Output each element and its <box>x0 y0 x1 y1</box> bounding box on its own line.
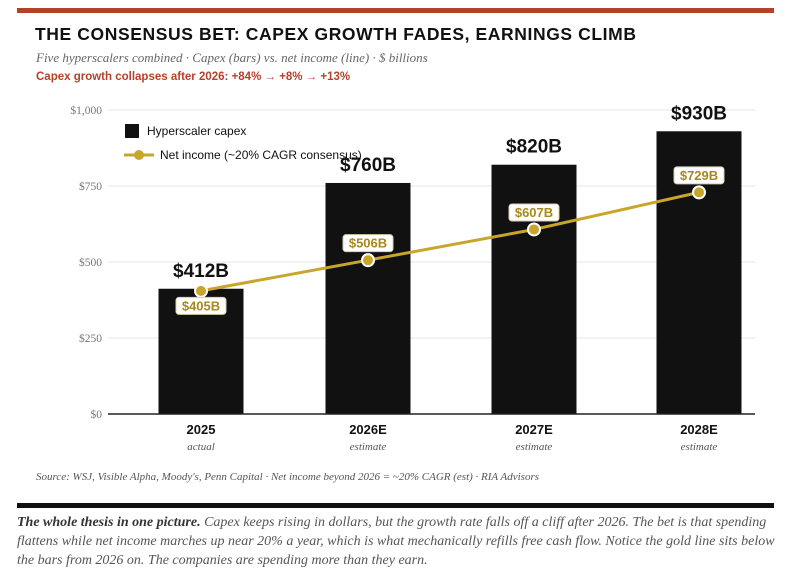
capex-value-label: $412B <box>173 261 229 282</box>
chart-title: THE CONSENSUS BET: CAPEX GROWTH FADES, E… <box>35 24 637 44</box>
y-tick-label: $750 <box>79 180 102 193</box>
net-income-label-box <box>508 203 560 222</box>
x-category-label: 2026E <box>349 422 387 437</box>
net-income-value-label: $729B <box>680 168 718 183</box>
capex-value-label: $820B <box>506 137 562 158</box>
legend-swatch-capex <box>125 124 139 138</box>
net-income-point <box>692 185 706 200</box>
y-tick-label: $250 <box>79 332 102 345</box>
card-bottom-rule <box>17 503 774 508</box>
x-category-label: 2027E <box>515 422 553 437</box>
chart-source: Source: WSJ, Visible Alpha, Moody's, Pen… <box>36 471 540 483</box>
x-category-label: 2025 <box>187 422 216 437</box>
legend-label-capex: Hyperscaler capex <box>147 124 246 138</box>
x-category-note: estimate <box>681 441 718 453</box>
x-category-note: actual <box>187 441 215 453</box>
capex-bar <box>325 182 411 414</box>
net-income-label-box <box>673 166 725 185</box>
net-income-point <box>361 253 375 268</box>
y-tick-label: $500 <box>79 256 102 269</box>
capex-bar <box>491 164 577 414</box>
net-income-point <box>194 283 208 298</box>
figure-caption: The whole thesis in one picture. Capex k… <box>17 513 777 570</box>
net-income-point <box>527 222 541 237</box>
capex-value-label: $760B <box>340 155 396 176</box>
capex-value-label: $930B <box>671 103 727 124</box>
x-category-label: 2028E <box>680 422 718 437</box>
caption-body: Capex keeps rising in dollars, but the g… <box>17 515 775 568</box>
chart-subtitle: Five hyperscalers combined · Capex (bars… <box>36 50 428 65</box>
x-category-note: estimate <box>350 441 387 453</box>
legend-swatch-net-income-dot <box>134 150 144 160</box>
x-category-note: estimate <box>516 441 553 453</box>
net-income-line <box>200 190 700 293</box>
net-income-label-box <box>175 296 227 315</box>
y-tick-label: $0 <box>91 408 103 421</box>
net-income-value-label: $405B <box>182 298 220 313</box>
net-income-value-label: $506B <box>349 236 387 251</box>
caption-lead: The whole thesis in one picture. <box>17 515 201 530</box>
net-income-label-box <box>342 234 394 253</box>
y-tick-label: $1,000 <box>70 104 102 117</box>
net-income-value-label: $607B <box>515 205 553 220</box>
legend-label-net-income: Net income (~20% CAGR consensus) <box>160 148 362 162</box>
chart-highlight: Capex growth collapses after 2026: +84% … <box>36 71 351 83</box>
